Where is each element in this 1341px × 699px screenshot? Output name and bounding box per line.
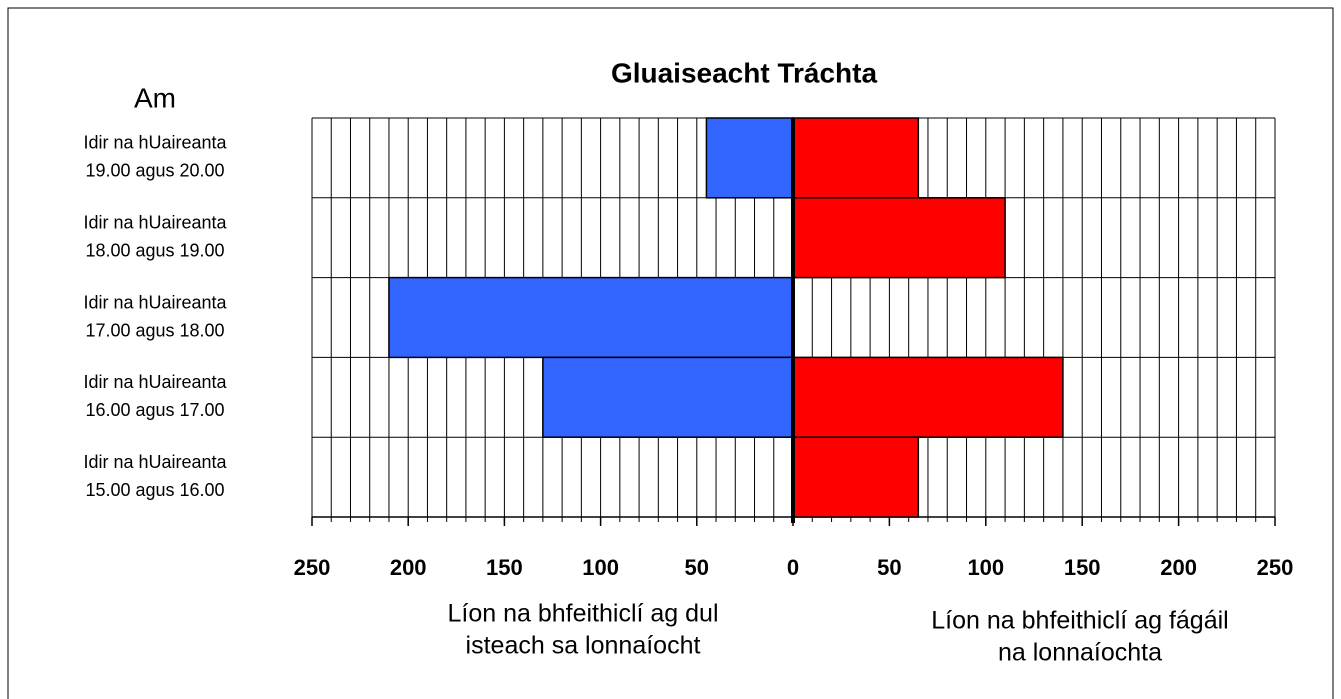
x-tick-label: 50 (685, 555, 709, 580)
x-axis-label: isteach sa lonnaíocht (466, 632, 701, 660)
x-tick-label: 100 (967, 555, 1004, 580)
bar (792, 356, 1064, 438)
frame (7, 7, 1334, 699)
category-label: Idir na hUaireanta (83, 292, 227, 312)
x-axis-label: na lonnaíochta (998, 639, 1162, 667)
category-label: Idir na hUaireanta (83, 452, 227, 472)
bar (542, 356, 794, 438)
category-label: 18.00 agus 19.00 (85, 240, 224, 260)
category-label: Idir na hUaireanta (83, 212, 227, 232)
x-tick-label: 50 (877, 555, 901, 580)
x-axis-label: Líon na bhfeithiclí ag dul (447, 600, 718, 628)
x-tick-label: 250 (1257, 555, 1294, 580)
bar (792, 117, 920, 199)
x-tick-label: 200 (390, 555, 427, 580)
x-axis-label: Líon na bhfeithiclí ag fágáil (931, 607, 1228, 635)
category-label: Idir na hUaireanta (83, 133, 227, 153)
chart-title: Gluaiseacht Tráchta (611, 57, 878, 88)
category-label: 19.00 agus 20.00 (85, 161, 224, 181)
category-label: Idir na hUaireanta (83, 372, 227, 392)
x-tick-label: 200 (1160, 555, 1197, 580)
category-label: 17.00 agus 18.00 (85, 320, 224, 340)
category-label: 15.00 agus 16.00 (85, 480, 224, 500)
bar (792, 197, 1006, 279)
x-tick-label: 0 (787, 555, 799, 580)
category-axis-label: Am (134, 82, 176, 113)
bar (705, 117, 794, 199)
category-label: 16.00 agus 17.00 (85, 400, 224, 420)
bar (388, 276, 794, 359)
x-tick-label: 150 (1064, 555, 1101, 580)
bar (792, 436, 920, 518)
x-tick-label: 150 (486, 555, 523, 580)
x-tick-label: 250 (294, 555, 331, 580)
x-tick-label: 100 (582, 555, 619, 580)
